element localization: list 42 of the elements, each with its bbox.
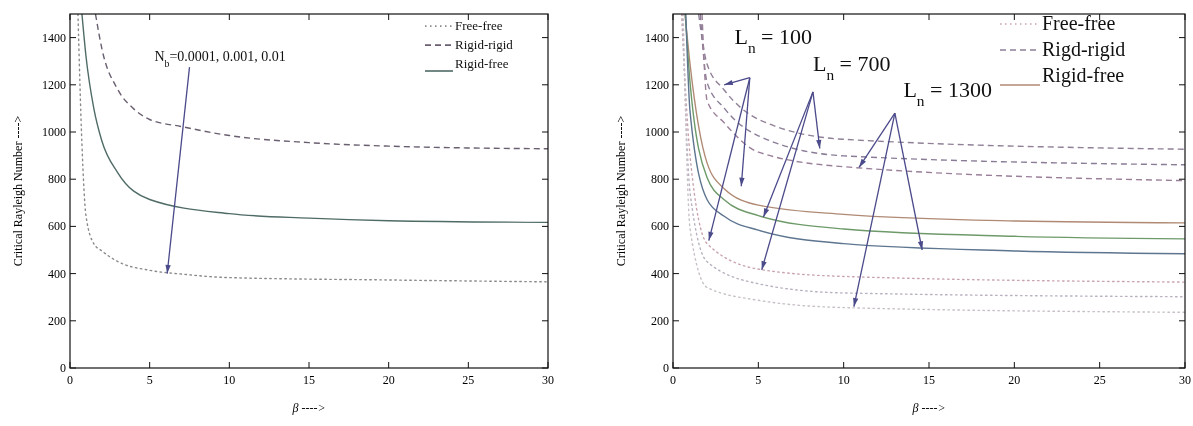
x-tick-label: 25 [1093,373,1106,387]
x-tick-label: 20 [382,373,395,387]
y-tick-label: 400 [48,266,66,281]
legend-label: Rigid-free [1042,64,1125,87]
x-tick-label: 10 [837,373,850,387]
y-tick-label: 800 [651,172,669,187]
y-tick-label: 1400 [645,30,669,45]
legend-label: Rigd-rigid [1042,38,1126,61]
y-tick-label: 1000 [645,125,669,139]
legend-label: Rigid-free [455,56,509,71]
y-tick-label: 1000 [42,125,66,139]
legend-label: Rigid-rigid [455,37,514,52]
x-tick-label: 20 [1008,373,1021,387]
y-tick-label: 1200 [42,77,66,92]
y-axis-title: Critical Rayleigh Number ----> [614,115,628,267]
x-tick-label: 10 [223,373,236,387]
x-tick-label: 15 [303,373,315,387]
annotation: L$_{n}$ = 100 [734,23,813,55]
x-axis-title: β ----> [291,401,326,415]
x-tick-label: 5 [755,373,762,387]
annotation: L$_{n}$ = 700 [812,50,891,83]
annotation: L$_{n}$ = 1300 [903,76,992,109]
y-tick-label: 200 [48,313,66,328]
x-tick-label: 30 [542,373,554,387]
y-tick-label: 400 [651,266,669,281]
annotation: N$_{b}$=0.0001, 0.001, 0.01 [154,49,286,69]
y-tick-label: 800 [48,172,66,187]
y-tick-label: 600 [651,219,669,234]
y-axis-title: Critical Rayleigh Number ----> [11,115,25,267]
legend-label: Free-free [455,18,503,33]
y-tick-label: 0 [60,361,66,375]
x-tick-label: 5 [146,373,153,387]
y-tick-label: 1400 [42,30,66,45]
x-axis-title: β ----> [911,401,946,415]
y-tick-label: 1200 [645,77,669,92]
x-tick-label: 30 [1179,373,1191,387]
x-tick-label: 25 [462,373,475,387]
x-tick-label: 15 [923,373,935,387]
y-tick-label: 600 [48,219,66,234]
y-tick-label: 0 [663,361,669,375]
y-tick-label: 200 [651,313,669,328]
legend-label: Free-free [1042,12,1116,34]
